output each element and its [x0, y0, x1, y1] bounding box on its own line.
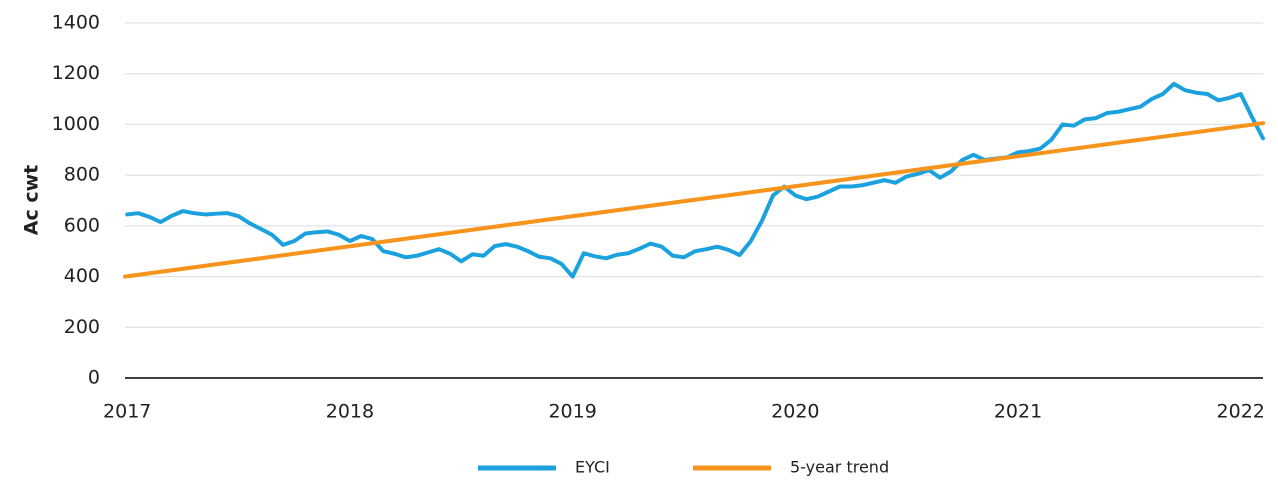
- x-tick-label: 2019: [548, 401, 596, 423]
- x-tick-label: 2021: [994, 401, 1042, 423]
- y-tick-label: 1400: [52, 12, 100, 34]
- y-tick-label: 0: [88, 367, 100, 389]
- data-line: [123, 121, 1265, 279]
- y-tick-label: 1200: [52, 62, 100, 84]
- legend-label: EYCI: [575, 458, 610, 477]
- y-tick-label: 1000: [52, 113, 100, 135]
- y-tick-label: 600: [64, 214, 100, 236]
- y-tick-label: 800: [64, 164, 100, 186]
- y-tick-label: 400: [64, 265, 100, 287]
- x-tick-label: 2022: [1217, 401, 1265, 423]
- legend-label: 5-year trend: [790, 458, 889, 477]
- y-tick-label: 200: [64, 316, 100, 338]
- x-tick-label: 2018: [326, 401, 374, 423]
- x-tick-label: 2017: [103, 401, 151, 423]
- y-axis-label: Ac cwt: [21, 165, 43, 235]
- x-tick-label: 2020: [771, 401, 819, 423]
- data-line: [125, 81, 1265, 279]
